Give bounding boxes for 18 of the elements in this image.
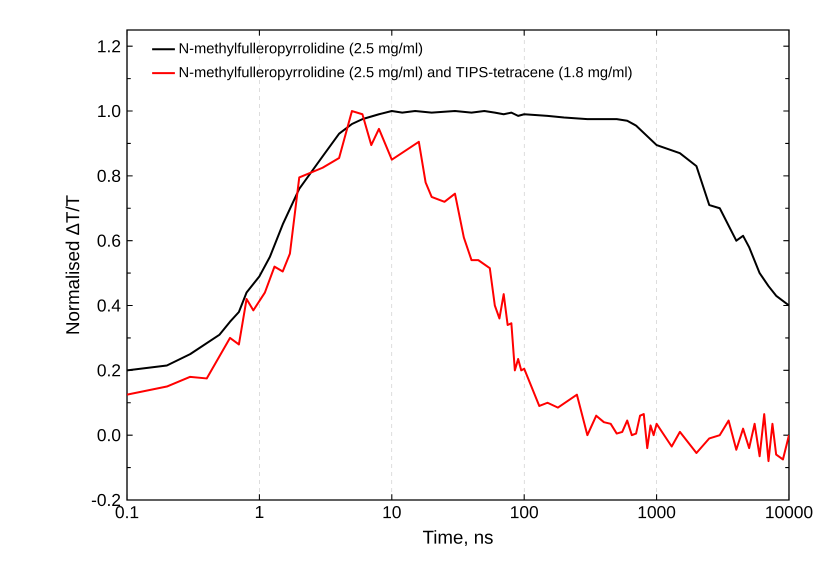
x-tick-label: 0.1: [116, 506, 138, 518]
x-tick-label: 10: [383, 506, 401, 518]
y-tick-label: 0.8: [98, 170, 120, 182]
y-tick-label: 0.0: [98, 429, 120, 442]
x-axis-title: Time, ns: [422, 530, 493, 546]
x-tick-label: 10000: [766, 506, 812, 518]
y-tick-label: -0.2: [92, 494, 120, 506]
y-tick-label: 0.2: [98, 364, 120, 376]
y-axis-title: Normalised ΔT/T: [66, 195, 80, 334]
y-tick-label: 0.4: [98, 299, 120, 312]
legend-label: N-methylfulleropyrrolidine (2.5 mg/ml) and TIPS-tetracene (1.8 mg/ml): [180, 66, 632, 80]
x-tick-label: 100: [511, 506, 538, 518]
y-tick-label: 0.6: [98, 234, 120, 247]
y-tick-label: 1.0: [98, 104, 120, 118]
y-tick-label: 1.2: [98, 40, 120, 52]
x-tick-label: 1: [256, 506, 264, 518]
x-tick-label: 1000: [638, 506, 676, 518]
legend-label: N-methylfulleropyrrolidine (2.5 mg/ml): [180, 42, 422, 56]
